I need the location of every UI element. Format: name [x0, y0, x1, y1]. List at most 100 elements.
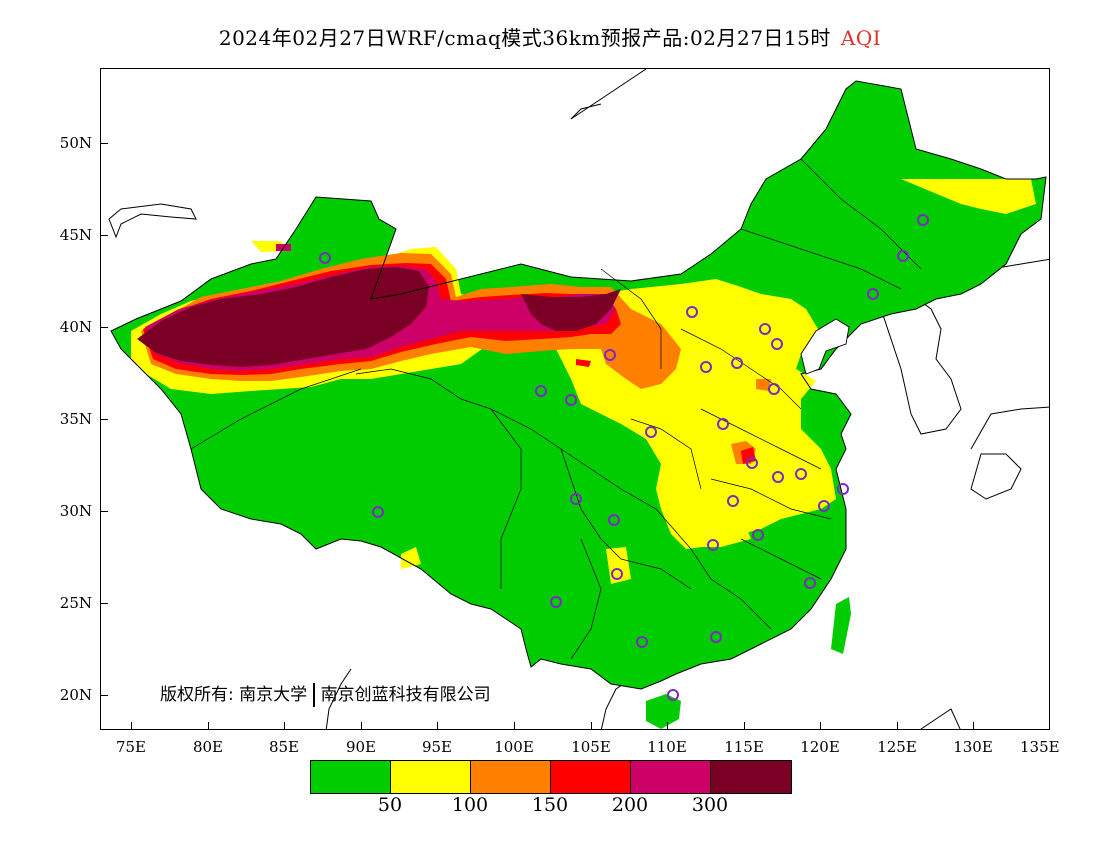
lon-label: 85E — [268, 738, 300, 756]
legend-label: 300 — [691, 794, 729, 816]
station-marker — [867, 288, 879, 300]
legend-swatch-150-200 — [551, 761, 631, 793]
station-marker — [717, 418, 729, 430]
station-markers — [319, 214, 929, 701]
copyright-right: 南京创蓝科技有限公司 — [320, 685, 491, 705]
lat-label: 45N — [59, 226, 92, 244]
lon-label: 120E — [800, 738, 840, 756]
lon-label: 80E — [192, 738, 224, 756]
province-boundaries — [190, 158, 922, 660]
island-hainan — [646, 694, 681, 729]
region-dark-red — [137, 267, 621, 367]
legend-label: 200 — [611, 794, 649, 816]
lon-tick — [897, 722, 899, 730]
copyright: 版权所有: 南京大学 南京创蓝科技有限公司 — [160, 680, 491, 707]
station-marker — [804, 577, 816, 589]
station-marker — [897, 250, 909, 262]
lat-label: 50N — [59, 134, 92, 152]
country-outline — [110, 80, 1047, 690]
lon-label: 115E — [724, 738, 764, 756]
lon-tick — [591, 722, 593, 730]
station-marker — [727, 495, 739, 507]
station-marker — [710, 631, 722, 643]
station-marker — [611, 568, 623, 580]
legend-swatch-0-50 — [311, 761, 391, 793]
legend-label: 150 — [531, 794, 569, 816]
lat-label: 20N — [59, 686, 92, 704]
station-marker — [565, 394, 577, 406]
station-marker — [917, 214, 929, 226]
station-marker — [759, 323, 771, 335]
legend-swatch-100-150 — [471, 761, 551, 793]
copyright-left: 版权所有: 南京大学 — [160, 685, 308, 705]
title-text: 2024年02月27日WRF/cmaq模式36km预报产品:02月27日15时 — [218, 26, 831, 50]
station-marker — [535, 385, 547, 397]
aqi-map — [108, 69, 1049, 729]
lon-tick — [131, 722, 133, 730]
station-marker — [604, 349, 616, 361]
copyright-separator — [313, 683, 315, 707]
legend-swatch-200-300 — [631, 761, 711, 793]
lat-label: 35N — [59, 410, 92, 428]
aqi-legend — [310, 760, 792, 794]
lat-tick — [100, 327, 108, 329]
lon-label: 135E — [1020, 738, 1060, 756]
lat-label: 30N — [59, 502, 92, 520]
station-marker — [752, 529, 764, 541]
lon-tick — [514, 722, 516, 730]
station-marker — [837, 483, 849, 495]
station-marker — [570, 493, 582, 505]
lat-tick — [100, 695, 108, 697]
region-yellow-south-lobe — [671, 509, 751, 549]
lon-label: 105E — [571, 738, 611, 756]
lat-tick — [100, 419, 108, 421]
station-marker — [550, 596, 562, 608]
lon-tick — [667, 722, 669, 730]
island-taiwan — [831, 597, 851, 654]
lon-label: 125E — [877, 738, 917, 756]
map-title: 2024年02月27日WRF/cmaq模式36km预报产品:02月27日15时 A… — [0, 22, 1100, 51]
title-variable: AQI — [840, 26, 882, 50]
lon-label: 130E — [953, 738, 993, 756]
lon-label: 95E — [421, 738, 453, 756]
station-marker — [667, 689, 679, 701]
station-marker — [731, 357, 743, 369]
lon-tick — [284, 722, 286, 730]
lat-tick — [100, 235, 108, 237]
station-marker — [746, 457, 758, 469]
station-marker — [608, 514, 620, 526]
region-orange-spot-c — [731, 379, 771, 464]
station-marker — [372, 506, 384, 518]
lon-label: 90E — [345, 738, 377, 756]
station-marker — [686, 306, 698, 318]
legend-label: 50 — [377, 794, 403, 816]
lon-tick — [973, 722, 975, 730]
station-marker — [768, 383, 780, 395]
station-marker — [645, 426, 657, 438]
map-frame — [100, 68, 1050, 730]
lon-tick — [820, 722, 822, 730]
station-marker — [700, 361, 712, 373]
lon-label: 75E — [115, 738, 147, 756]
lat-label: 25N — [59, 594, 92, 612]
station-marker — [772, 471, 784, 483]
lat-tick — [100, 143, 108, 145]
station-marker — [707, 539, 719, 551]
lon-tick — [361, 722, 363, 730]
station-marker — [771, 338, 783, 350]
legend-swatch-300-plus — [711, 761, 791, 793]
legend-label: 100 — [451, 794, 489, 816]
lat-label: 40N — [59, 318, 92, 336]
station-marker — [818, 500, 830, 512]
lat-tick — [100, 603, 108, 605]
lat-tick — [100, 511, 108, 513]
lon-tick — [208, 722, 210, 730]
lon-tick — [437, 722, 439, 730]
station-marker — [636, 636, 648, 648]
legend-swatch-50-100 — [391, 761, 471, 793]
station-marker — [795, 468, 807, 480]
station-marker — [319, 252, 331, 264]
lon-tick — [744, 722, 746, 730]
lon-label: 100E — [494, 738, 534, 756]
bohai-bay — [800, 318, 850, 375]
